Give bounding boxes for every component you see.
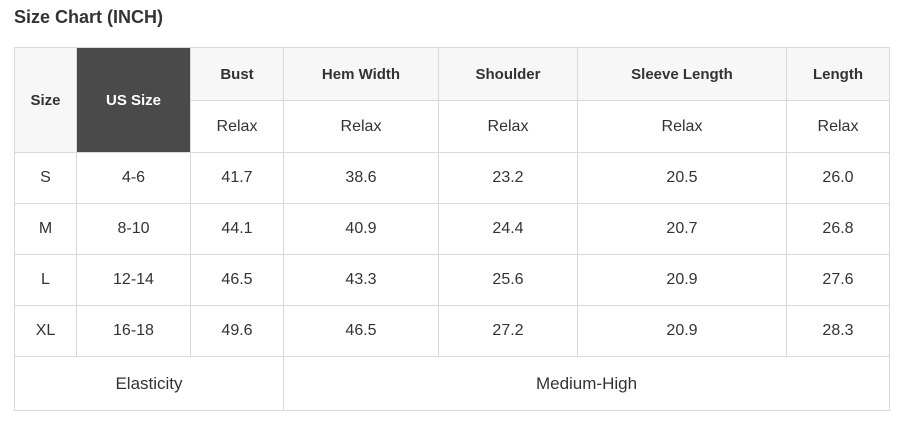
length-value: 28.3 xyxy=(786,305,890,357)
shoulder-value: 27.2 xyxy=(438,305,578,357)
bust-value: 44.1 xyxy=(190,203,284,255)
size-chart-table: Size US Size Bust Hem Width Shoulder Sle… xyxy=(14,47,890,411)
bust-value: 41.7 xyxy=(190,152,284,204)
us-size-cell: 12-14 xyxy=(76,254,191,306)
table-row-xl: XL 16-18 49.6 46.5 27.2 20.9 28.3 xyxy=(14,305,890,357)
length-value: 26.8 xyxy=(786,203,890,255)
footer-row: Elasticity Medium-High xyxy=(14,356,890,411)
hem-width-value: 40.9 xyxy=(283,203,439,255)
page-title: Size Chart (INCH) xyxy=(14,7,164,27)
us-size-cell: 16-18 xyxy=(76,305,191,357)
shoulder-value: 25.6 xyxy=(438,254,578,306)
header-row-fit: Relax Relax Relax Relax Relax xyxy=(15,100,890,153)
fit-cell-sleeve-length: Relax xyxy=(577,100,787,153)
bust-value: 46.5 xyxy=(190,254,284,306)
column-header-shoulder: Shoulder xyxy=(438,47,578,101)
shoulder-value: 24.4 xyxy=(438,203,578,255)
column-header-length: Length xyxy=(786,47,890,101)
length-value: 26.0 xyxy=(786,152,890,204)
hem-width-value: 43.3 xyxy=(283,254,439,306)
shoulder-value: 23.2 xyxy=(438,152,578,204)
column-header-size: Size xyxy=(14,47,77,153)
size-cell: S xyxy=(14,152,77,204)
elasticity-value: Medium-High xyxy=(283,356,890,411)
table-row-s: S 4-6 41.7 38.6 23.2 20.5 26.0 xyxy=(14,152,890,204)
bust-value: 49.6 xyxy=(190,305,284,357)
us-size-cell: 8-10 xyxy=(76,203,191,255)
size-cell: XL xyxy=(14,305,77,357)
header-row-main: Size US Size Bust Hem Width Shoulder Sle… xyxy=(14,47,890,153)
table-row-l: L 12-14 46.5 43.3 25.6 20.9 27.6 xyxy=(14,254,890,306)
sleeve-length-value: 20.7 xyxy=(577,203,787,255)
column-header-bust: Bust xyxy=(190,47,284,101)
fit-cell-bust: Relax xyxy=(190,100,284,153)
hem-width-value: 46.5 xyxy=(283,305,439,357)
sleeve-length-value: 20.9 xyxy=(577,254,787,306)
fit-cell-shoulder: Relax xyxy=(438,100,578,153)
size-cell: M xyxy=(14,203,77,255)
us-size-cell: 4-6 xyxy=(76,152,191,204)
sleeve-length-value: 20.5 xyxy=(577,152,787,204)
column-header-sleeve-length: Sleeve Length xyxy=(577,47,787,101)
hem-width-value: 38.6 xyxy=(283,152,439,204)
column-header-us-size: US Size xyxy=(76,47,191,153)
table-row-m: M 8-10 44.1 40.9 24.4 20.7 26.8 xyxy=(14,203,890,255)
column-header-hem-width: Hem Width xyxy=(283,47,439,101)
fit-cell-length: Relax xyxy=(786,100,890,153)
elasticity-label: Elasticity xyxy=(14,356,284,411)
fit-cell-hem-width: Relax xyxy=(283,100,439,153)
length-value: 27.6 xyxy=(786,254,890,306)
sleeve-length-value: 20.9 xyxy=(577,305,787,357)
size-cell: L xyxy=(14,254,77,306)
